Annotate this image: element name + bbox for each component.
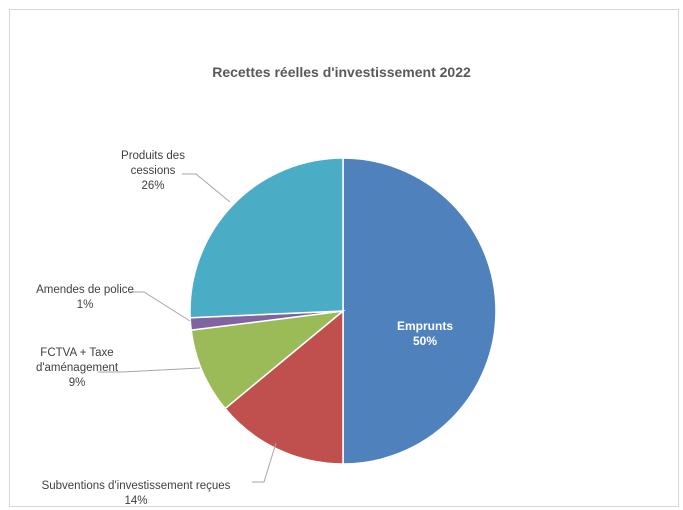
leader-line-produits-des-cessions (182, 173, 231, 203)
data-label-fctva-taxe-d-amenagement: FCTVA + Taxe (40, 347, 113, 359)
leader-line-fctva-taxe-d-amenagement (98, 367, 201, 373)
pie-slice-fctva-taxe-d-amenagement (190, 309, 346, 410)
data-label-pct-produits-des-cessions: 26% (141, 180, 164, 192)
data-label-pct-emprunts: 50% (413, 334, 437, 348)
data-label-subventions-d-investissement-recues: Subventions d'investissement reçues (42, 480, 231, 492)
data-label-amendes-de-police: Amendes de police (36, 284, 134, 296)
data-label-produits-des-cessions: cessions (131, 165, 176, 177)
pie-slice-emprunts (342, 157, 497, 465)
data-label-pct-fctva-taxe-d-amenagement: 9% (69, 377, 86, 389)
leader-line-amendes-de-police (130, 291, 191, 322)
data-label-pct-subventions-d-investissement-recues: 14% (124, 495, 147, 507)
data-label-emprunts: Emprunts (397, 319, 453, 333)
data-label-pct-amendes-de-police: 1% (77, 299, 94, 311)
chart-title: Recettes réelles d'investissement 2022 (212, 64, 471, 80)
leader-line-subventions-d-investissement-recues (252, 442, 277, 483)
pie-slice-produits-des-cessions (189, 157, 344, 319)
data-label-produits-des-cessions: Produits des (121, 150, 185, 162)
data-label-fctva-taxe-d-amenagement: d'aménagement (36, 362, 119, 374)
pie-slice-subventions-d-investissement-recues (224, 309, 344, 465)
